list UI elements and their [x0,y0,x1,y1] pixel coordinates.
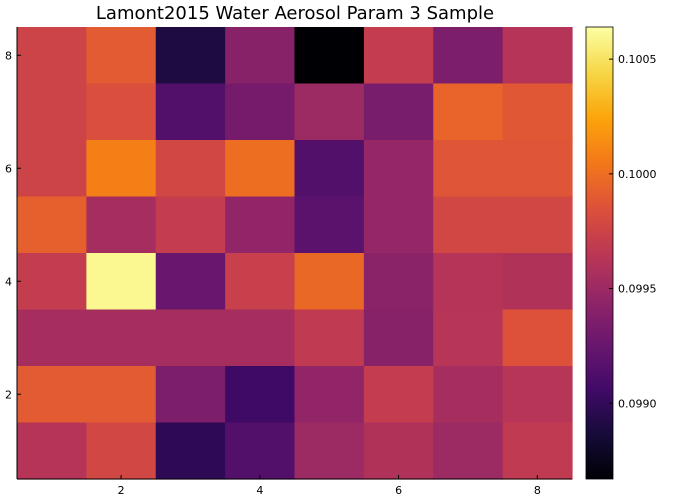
heatmap-cell-r6-c5 [294,309,365,367]
heatmap-cell-r6-c7 [433,309,504,367]
heatmap-cell-r3-c4 [225,140,296,198]
heatmap-cell-r4-c4 [225,196,296,254]
x-tick-label: 8 [534,484,541,497]
heatmap-cell-r6-c3 [155,309,226,367]
heatmap-cell-r4-c3 [155,196,226,254]
heatmap-cell-r6-c8 [502,309,573,367]
x-axis-ticks: 2 4 6 8 [118,475,541,497]
heatmap-cell-r3-c8 [502,140,573,198]
heatmap-cell-r1-c7 [433,27,504,85]
colorbar-tick-label: 0.1000 [618,168,657,181]
heatmap-cell-r8-c1 [17,422,87,480]
heatmap-cell-r3-c1 [17,140,87,198]
heatmap-cell-r8-c8 [502,422,573,480]
heatmap-cell-r2-c2 [86,83,157,141]
heatmap-cell-r8-c3 [155,422,226,480]
heatmap-cell-r5-c5 [294,253,365,311]
heatmap-cell-r2-c1 [17,83,87,141]
heatmap-cell-r6-c6 [363,309,434,367]
heatmap-cell-r1-c6 [363,27,434,85]
heatmap-cell-r8-c6 [363,422,434,480]
chart-title: Lamont2015 Water Aerosol Param 3 Sample [96,3,494,24]
colorbar [585,26,614,480]
heatmap-cell-r5-c7 [433,253,504,311]
heatmap-cell-r4-c1 [17,196,87,254]
heatmap-cell-r4-c2 [86,196,157,254]
heatmap-cell-r7-c5 [294,366,365,424]
heatmap-cell-r3-c2 [86,140,157,198]
heatmap-cell-r1-c4 [225,27,296,85]
colorbar-gradient [586,27,613,479]
heatmap-cell-r7-c2 [86,366,157,424]
heatmap-cell-r4-c6 [363,196,434,254]
heatmap-cell-r7-c6 [363,366,434,424]
heatmap-cell-r1-c5 [294,27,365,85]
y-axis-ticks: 2 4 6 8 [5,49,21,401]
heatmap-cell-r7-c7 [433,366,504,424]
heatmap-cell-r2-c7 [433,83,504,141]
heatmap-cell-r1-c1 [17,27,87,85]
x-tick-label: 2 [118,484,125,497]
y-tick-label: 6 [5,162,12,175]
heatmap-cell-r1-c8 [502,27,573,85]
heatmap-cell-r7-c8 [502,366,573,424]
heatmap-cell-r4-c7 [433,196,504,254]
y-tick-label: 4 [5,275,12,288]
colorbar-ticks: 0.0990 0.0995 0.1000 0.1005 [609,53,657,410]
heatmap-cell-r8-c2 [86,422,157,480]
x-tick-label: 6 [395,484,402,497]
heatmap-cell-r3-c6 [363,140,434,198]
heatmap-cell-r5-c8 [502,253,573,311]
colorbar-tick-label: 0.1005 [618,53,657,66]
heatmap-cell-r4-c8 [502,196,573,254]
heatmap-cell-r4-c5 [294,196,365,254]
heatmap-cell-r5-c2 [86,253,157,311]
heatmap-cell-r6-c1 [17,309,87,367]
y-tick-label: 8 [5,49,12,62]
heatmap-cell-r6-c2 [86,309,157,367]
heatmap-cell-r8-c5 [294,422,365,480]
heatmap-cell-r6-c4 [225,309,296,367]
heatmap-cell-r3-c7 [433,140,504,198]
colorbar-tick-label: 0.0990 [618,397,657,410]
heatmap-cell-r5-c3 [155,253,226,311]
plot-frame [16,27,572,480]
heatmap-cell-r3-c3 [155,140,226,198]
heatmap-cell-r2-c6 [363,83,434,141]
colorbar-tick-label: 0.0995 [618,283,657,296]
heatmap-cell-r1-c3 [155,27,226,85]
colorbar-border [585,26,614,480]
heatmap-cell-r1-c2 [86,27,157,85]
heatmap-cell-r7-c4 [225,366,296,424]
heatmap-cell-r8-c7 [433,422,504,480]
y-tick-label: 2 [5,388,12,401]
heatmap-cell-r5-c1 [17,253,87,311]
heatmap-cell-r2-c5 [294,83,365,141]
heatmap-cell-r2-c4 [225,83,296,141]
heatmap-cell-r7-c3 [155,366,226,424]
heatmap-cell-r5-c6 [363,253,434,311]
heatmap-cell-r2-c3 [155,83,226,141]
heatmap-cells [17,27,573,480]
heatmap-cell-r5-c4 [225,253,296,311]
heatmap-cell-r8-c4 [225,422,296,480]
heatmap-cell-r3-c5 [294,140,365,198]
heatmap-cell-r2-c8 [502,83,573,141]
x-tick-label: 4 [256,484,263,497]
heatmap-cell-r7-c1 [17,366,87,424]
